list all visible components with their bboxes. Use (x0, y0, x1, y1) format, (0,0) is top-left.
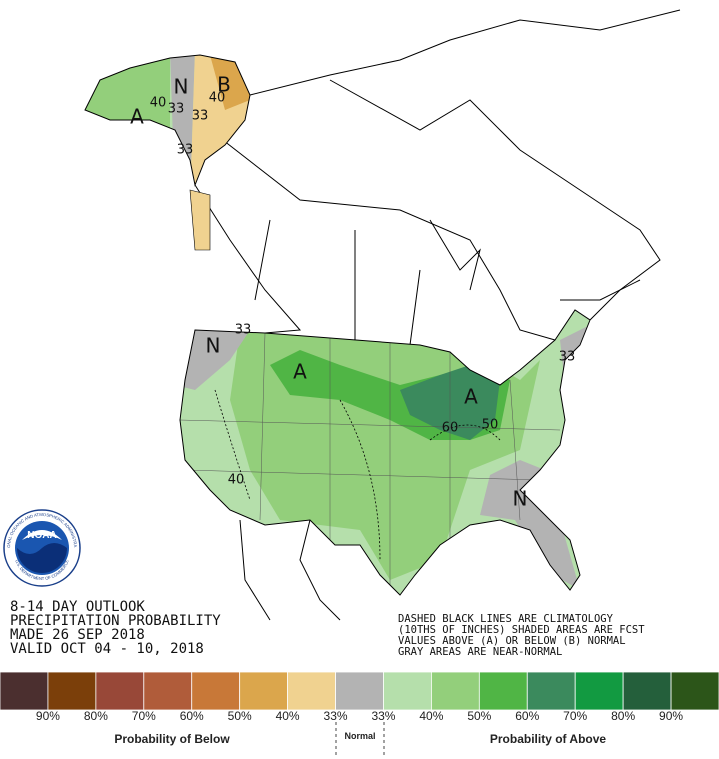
baja-outline (239, 519, 271, 621)
mexico-outline (299, 519, 341, 621)
note-line: GRAY AREAS ARE NEAR-NORMAL (398, 646, 562, 658)
noaa-logo: NOAA NATIONAL OCEANIC AND ATMOSPHERIC AD… (0, 0, 81, 587)
map-label: 33 (559, 350, 576, 365)
map-labels: A 40 33 N B 40 33 33 33 N A A 60 50 33 N… (130, 73, 575, 511)
legend-label: 33% (371, 709, 395, 723)
note-line: DASHED BLACK LINES ARE CLIMATOLOGY (398, 613, 614, 625)
legend-label: 60% (180, 709, 204, 723)
legend-swatch (430, 671, 480, 711)
legend-swatch (95, 671, 145, 711)
map-label: 60 (442, 421, 459, 436)
legend: 90% 80% 70% 60% 50% 40% 33% 33% 40% 50% 60% 70% 80% 9… (0, 671, 719, 723)
map-label: 50 (482, 418, 499, 433)
map-label: A (464, 385, 478, 409)
map-label: N (206, 334, 221, 358)
legend-swatch (670, 671, 719, 711)
legend-swatch (526, 671, 576, 711)
outlook-text: 8-14 DAY OUTLOOK PRECIPITATION PROBABILI… (10, 599, 221, 657)
outlook-line: VALID OCT 04 - 10, 2018 (10, 641, 204, 657)
legend-above-caption: Probability of Above (490, 732, 607, 746)
map-label: B (217, 73, 231, 97)
map-label: 33 (177, 143, 194, 158)
notes: DASHED BLACK LINES ARE CLIMATOLOGY (10TH… (398, 613, 645, 658)
legend-swatch (0, 671, 49, 711)
map-label: 40 (209, 91, 226, 106)
legend-label: 90% (659, 709, 683, 723)
note-line: (10THS OF INCHES) SHADED AREAS ARE FCST (398, 624, 645, 636)
legend-swatch (239, 671, 289, 711)
legend-label: 50% (228, 709, 252, 723)
outlook-line: MADE 26 SEP 2018 (10, 627, 145, 643)
map-label: N (513, 487, 528, 511)
legend-swatch (47, 671, 97, 711)
outlook-line: PRECIPITATION PROBABILITY (10, 613, 221, 629)
legend-swatch (335, 671, 384, 711)
map-label: 33 (168, 102, 185, 117)
legend-label: 90% (36, 709, 60, 723)
note-line: VALUES ABOVE (A) OR BELOW (B) NORMAL (398, 635, 626, 647)
alaska (85, 55, 250, 185)
legend-normal-caption: Normal (344, 731, 375, 741)
region-normal (170, 55, 195, 185)
map-label: 33 (235, 323, 252, 338)
legend-label: 80% (611, 709, 635, 723)
map-label: A (130, 105, 144, 129)
legend-label: 70% (132, 709, 156, 723)
map-label: A (293, 360, 307, 384)
map-label: 40 (228, 473, 245, 488)
logo-ring-top: NATIONAL OCEANIC AND ATMOSPHERIC ADMINIS… (0, 0, 78, 548)
legend-below-caption: Probability of Below (114, 732, 230, 746)
legend-label: 33% (324, 709, 348, 723)
legend-swatch (143, 671, 193, 711)
legend-label: 40% (276, 709, 300, 723)
map-label: 33 (192, 109, 209, 124)
legend-label: 80% (84, 709, 108, 723)
legend-label: 70% (563, 709, 587, 723)
legend-label: 60% (515, 709, 539, 723)
legend-swatch (287, 671, 336, 711)
legend-swatch (478, 671, 528, 711)
canada-outline (194, 9, 681, 346)
legend-swatch (383, 671, 432, 711)
legend-label: 50% (467, 709, 491, 723)
legend-swatch (191, 671, 241, 711)
alaska-outline (84, 54, 251, 187)
legend-swatch (574, 671, 624, 711)
legend-swatch (622, 671, 672, 711)
us-outline (179, 309, 591, 596)
panhandle (189, 189, 211, 251)
map-label: 40 (150, 96, 167, 111)
logo-name: NOAA (27, 530, 56, 541)
region-normal-se (480, 460, 580, 590)
map-label: N (174, 75, 189, 99)
outlook-line: 8-14 DAY OUTLOOK (10, 599, 145, 615)
legend-label: 40% (419, 709, 443, 723)
